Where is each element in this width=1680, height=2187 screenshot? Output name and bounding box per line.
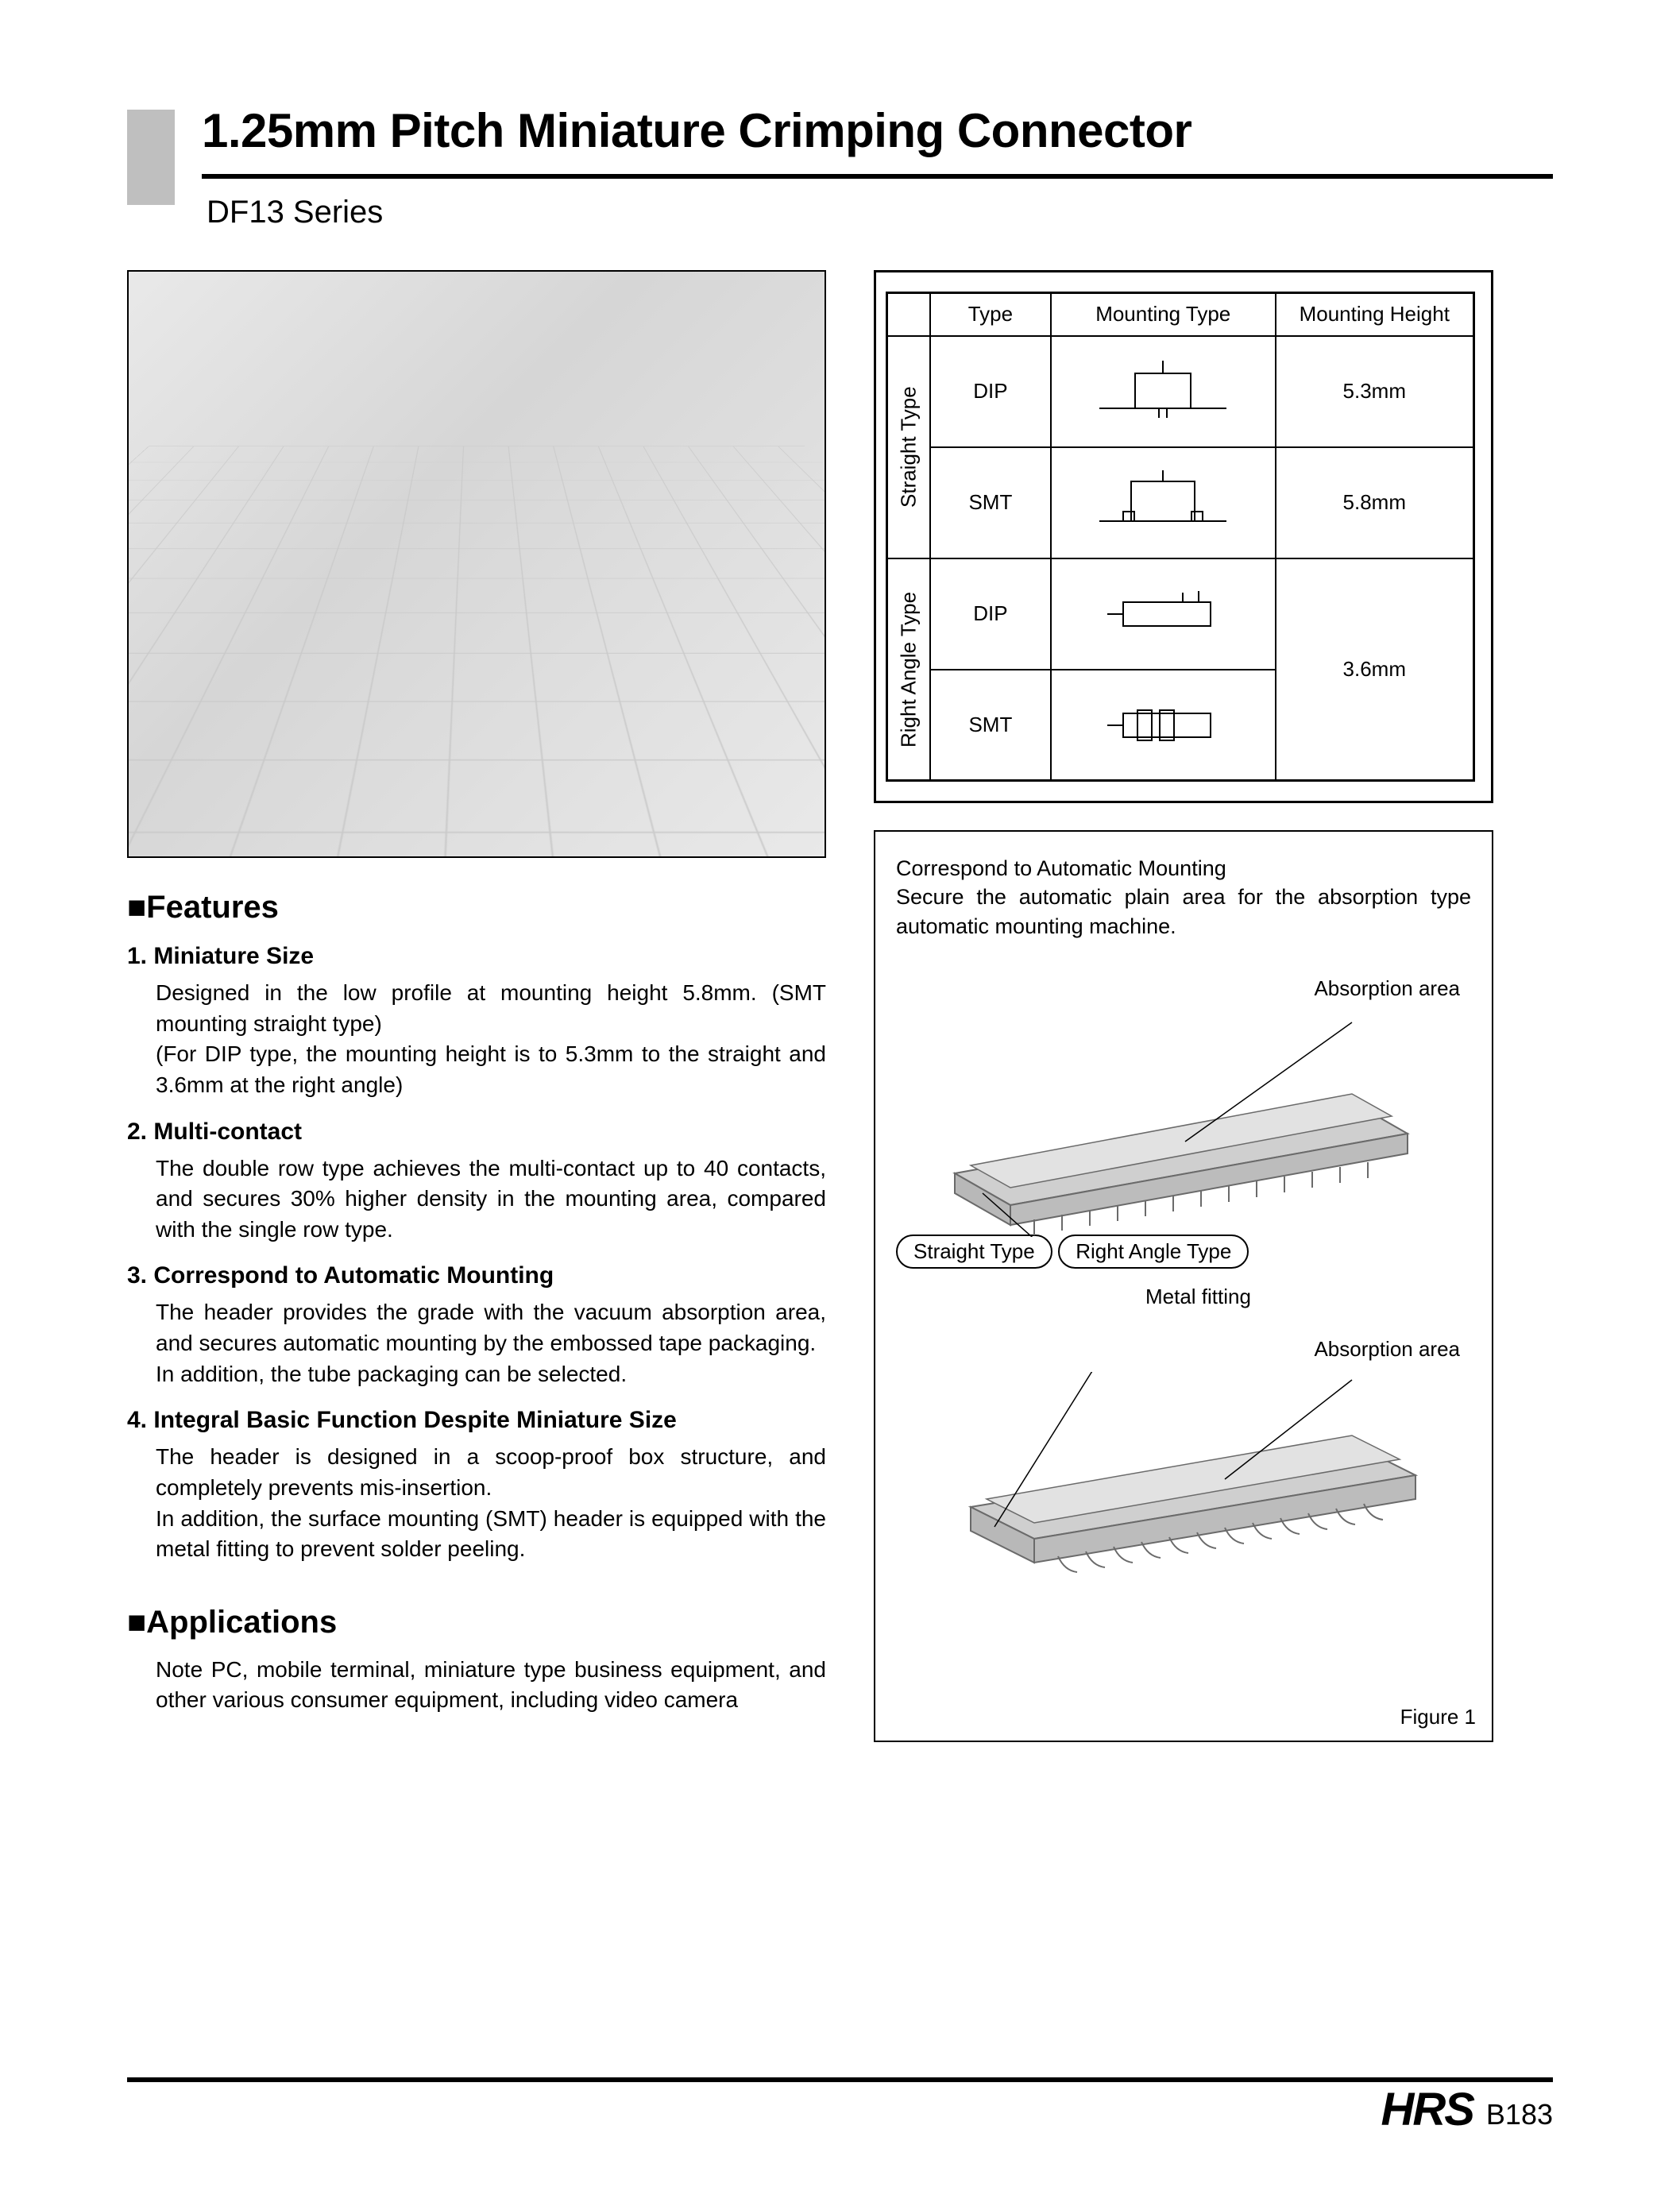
- metal-fitting-label: Metal fitting: [1145, 1285, 1251, 1309]
- drawing-icon: [1091, 464, 1234, 535]
- title-rule: [202, 174, 1553, 179]
- figure-caption: Figure 1: [1400, 1705, 1476, 1729]
- feature-3-num: 3.: [127, 1262, 147, 1289]
- straight-dip-height: 5.3mm: [1276, 336, 1474, 447]
- right-angle-connector-illustration: [923, 1372, 1447, 1594]
- feature-1: 1. Miniature Size Designed in the low pr…: [127, 943, 826, 1101]
- features-heading-text: Features: [146, 890, 279, 925]
- absorption-label-2: Absorption area: [1314, 1337, 1460, 1362]
- right-column: Type Mounting Type Mounting Height Strai…: [874, 270, 1493, 1742]
- page-title: 1.25mm Pitch Miniature Crimping Connecto…: [202, 103, 1553, 174]
- straight-smt: SMT: [930, 447, 1051, 558]
- applications-body: Note PC, mobile terminal, miniature type…: [156, 1655, 826, 1716]
- ra-dip-drawing: [1051, 558, 1276, 670]
- feature-2: 2. Multi-contact The double row type ach…: [127, 1119, 826, 1246]
- ra-height: 3.6mm: [1276, 558, 1474, 781]
- straight-type-pill: Straight Type: [896, 1235, 1052, 1269]
- ra-smt-drawing: [1051, 670, 1276, 781]
- feature-1-body: Designed in the low profile at mounting …: [156, 978, 826, 1101]
- feature-3: 3. Correspond to Automatic Mounting The …: [127, 1262, 826, 1389]
- drawing-icon: [1091, 575, 1234, 647]
- feature-1-heading: Miniature Size: [153, 943, 314, 969]
- right-angle-type-pill: Right Angle Type: [1058, 1235, 1249, 1269]
- type-table: Type Mounting Type Mounting Height Strai…: [886, 292, 1475, 782]
- col-type: Type: [930, 293, 1051, 336]
- figure-intro-line1: Correspond to Automatic Mounting: [896, 856, 1226, 880]
- page-header: 1.25mm Pitch Miniature Crimping Connecto…: [127, 103, 1553, 230]
- figure-intro: Correspond to Automatic Mounting Secure …: [896, 854, 1471, 941]
- footer-logo: HRS: [1381, 2083, 1473, 2136]
- ra-dip: DIP: [930, 558, 1051, 670]
- applications-heading: ■Applications: [127, 1605, 826, 1640]
- feature-2-num: 2.: [127, 1119, 147, 1145]
- feature-3-body: The header provides the grade with the v…: [156, 1297, 826, 1389]
- straight-smt-height: 5.8mm: [1276, 447, 1474, 558]
- table-row: Straight Type DIP 5.3mm: [887, 336, 1474, 447]
- photo-grid-floor: [127, 446, 826, 858]
- feature-4: 4. Integral Basic Function Despite Minia…: [127, 1407, 826, 1565]
- main-columns: ■Features 1. Miniature Size Designed in …: [127, 270, 1553, 1742]
- feature-4-num: 4.: [127, 1407, 147, 1433]
- left-column: ■Features 1. Miniature Size Designed in …: [127, 270, 826, 1742]
- figure-box: Correspond to Automatic Mounting Secure …: [874, 830, 1493, 1742]
- feature-2-body: The double row type achieves the multi-c…: [156, 1153, 826, 1246]
- feature-2-heading: Multi-contact: [153, 1119, 302, 1145]
- header-grey-tab: [127, 110, 175, 205]
- straight-dip: DIP: [930, 336, 1051, 447]
- product-photo: [127, 270, 826, 858]
- type-table-box: Type Mounting Type Mounting Height Strai…: [874, 270, 1493, 803]
- figure-intro-line2: Secure the automatic plain area for the …: [896, 885, 1471, 937]
- feature-4-body: The header is designed in a scoop-proof …: [156, 1442, 826, 1565]
- feature-4-heading: Integral Basic Function Despite Miniatur…: [153, 1407, 676, 1433]
- straight-smt-drawing: [1051, 447, 1276, 558]
- ra-smt: SMT: [930, 670, 1051, 781]
- applications-heading-text: Applications: [146, 1605, 337, 1640]
- drawing-icon: [1091, 686, 1234, 758]
- group-right-angle: Right Angle Type: [887, 558, 930, 781]
- group-straight: Straight Type: [887, 336, 930, 558]
- col-mounting-type: Mounting Type: [1051, 293, 1276, 336]
- table-row: Right Angle Type DIP 3.6mm: [887, 558, 1474, 670]
- feature-3-heading: Correspond to Automatic Mounting: [153, 1262, 554, 1289]
- features-heading: ■Features: [127, 890, 826, 925]
- col-mounting-height: Mounting Height: [1276, 293, 1474, 336]
- absorption-label-1: Absorption area: [1314, 976, 1460, 1001]
- straight-connector-illustration: [907, 1014, 1447, 1237]
- header-text-block: 1.25mm Pitch Miniature Crimping Connecto…: [202, 103, 1553, 230]
- straight-dip-drawing: [1051, 336, 1276, 447]
- footer-page-number: B183: [1486, 2098, 1553, 2131]
- footer-rule: [127, 2077, 1553, 2082]
- table-header-row: Type Mounting Type Mounting Height: [887, 293, 1474, 336]
- table-row: SMT 5.8mm: [887, 447, 1474, 558]
- series-label: DF13 Series: [207, 195, 1553, 230]
- drawing-icon: [1091, 353, 1234, 424]
- feature-1-num: 1.: [127, 943, 147, 969]
